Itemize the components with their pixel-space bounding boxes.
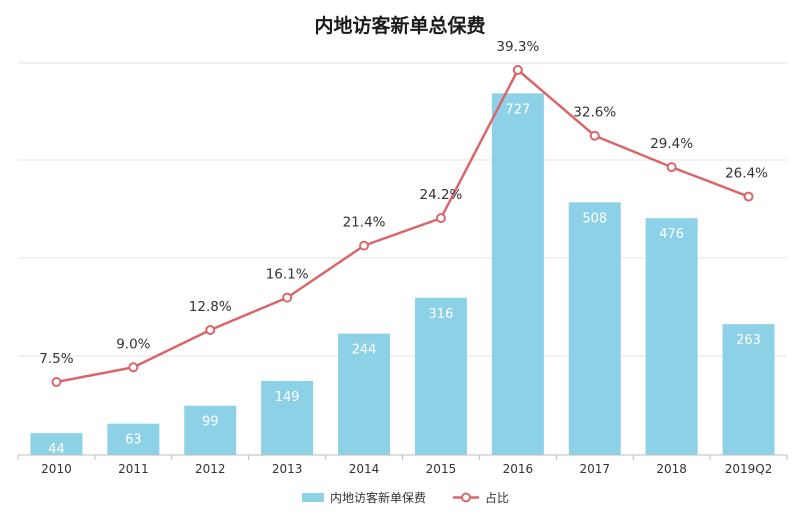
x-axis: 2010 2011 2012 2013 2014 2015 2016 2017 2018 2019… xyxy=(17,454,788,476)
x-tick-label: 2015 xyxy=(426,462,457,476)
bar-value-label: 508 xyxy=(582,211,607,226)
line-point xyxy=(205,325,216,335)
legend-label-line: 占比 xyxy=(485,490,509,505)
line-value-label: 24.2% xyxy=(420,187,463,203)
bar-value-label: 476 xyxy=(659,227,684,242)
line-value-label: 12.8% xyxy=(189,299,232,315)
bar xyxy=(30,433,83,455)
line-value-label: 32.6% xyxy=(573,105,616,121)
x-tick-label: 2012 xyxy=(195,462,226,476)
bar xyxy=(568,202,621,455)
x-tick-label: 2013 xyxy=(272,462,303,476)
line-point xyxy=(282,292,293,303)
x-tick-label: 2019Q2 xyxy=(725,462,773,476)
legend-swatch-bar xyxy=(302,493,324,502)
bar-value-label: 63 xyxy=(125,433,142,448)
line-point xyxy=(128,362,139,373)
line-point xyxy=(589,130,600,141)
bar-value-label: 263 xyxy=(736,333,761,348)
legend: 内地访客新单保费 占比 xyxy=(302,490,509,505)
bar-value-label: 149 xyxy=(275,390,300,405)
bar xyxy=(261,380,314,455)
line-path xyxy=(56,68,749,384)
bar xyxy=(184,405,237,455)
bar-value-label: 727 xyxy=(505,102,530,117)
x-tick-label: 2014 xyxy=(349,462,380,476)
line-point xyxy=(666,162,677,173)
bar xyxy=(414,297,467,455)
bar-value-label: 244 xyxy=(352,343,377,358)
bar-value-label: 99 xyxy=(202,415,219,430)
x-tick-label: 2018 xyxy=(656,462,687,476)
line-value-label: 39.3% xyxy=(496,39,539,55)
line-point xyxy=(512,65,523,75)
line-point xyxy=(51,377,62,387)
line-value-label: 16.1% xyxy=(266,267,309,283)
line-point xyxy=(743,191,754,202)
line-point xyxy=(359,240,370,251)
line-value-label: 26.4% xyxy=(725,166,768,182)
chart-title: 内地访客新单总保费 xyxy=(314,14,485,37)
bar xyxy=(107,423,160,455)
legend-swatch-marker xyxy=(461,492,471,503)
x-tick-label: 2016 xyxy=(503,462,534,476)
bar-value-label: 44 xyxy=(48,442,65,457)
line-data-labels: 7.5% 9.0% 12.8% 16.1% 21.4% 24.2% 39.3% 32.6% 29… xyxy=(39,39,768,367)
x-tick-label: 2017 xyxy=(579,462,610,476)
bar-value-label: 316 xyxy=(429,307,454,322)
line-value-label: 29.4% xyxy=(650,136,693,152)
bar-data-labels: 44 63 99 149 244 316 727 508 476 263 xyxy=(48,102,761,457)
line-value-label: 9.0% xyxy=(116,336,150,352)
legend-label-bar: 内地访客新单保费 xyxy=(330,490,426,505)
bar xyxy=(645,218,698,455)
bar xyxy=(722,324,775,455)
line-series xyxy=(51,65,754,387)
line-value-label: 21.4% xyxy=(343,215,386,231)
bar xyxy=(338,333,391,455)
x-tick-label: 2010 xyxy=(41,462,72,476)
line-value-label: 7.5% xyxy=(39,351,73,367)
bar xyxy=(491,93,544,455)
x-tick-label: 2011 xyxy=(118,462,149,476)
line-point xyxy=(435,213,446,224)
bar-series xyxy=(30,93,775,455)
